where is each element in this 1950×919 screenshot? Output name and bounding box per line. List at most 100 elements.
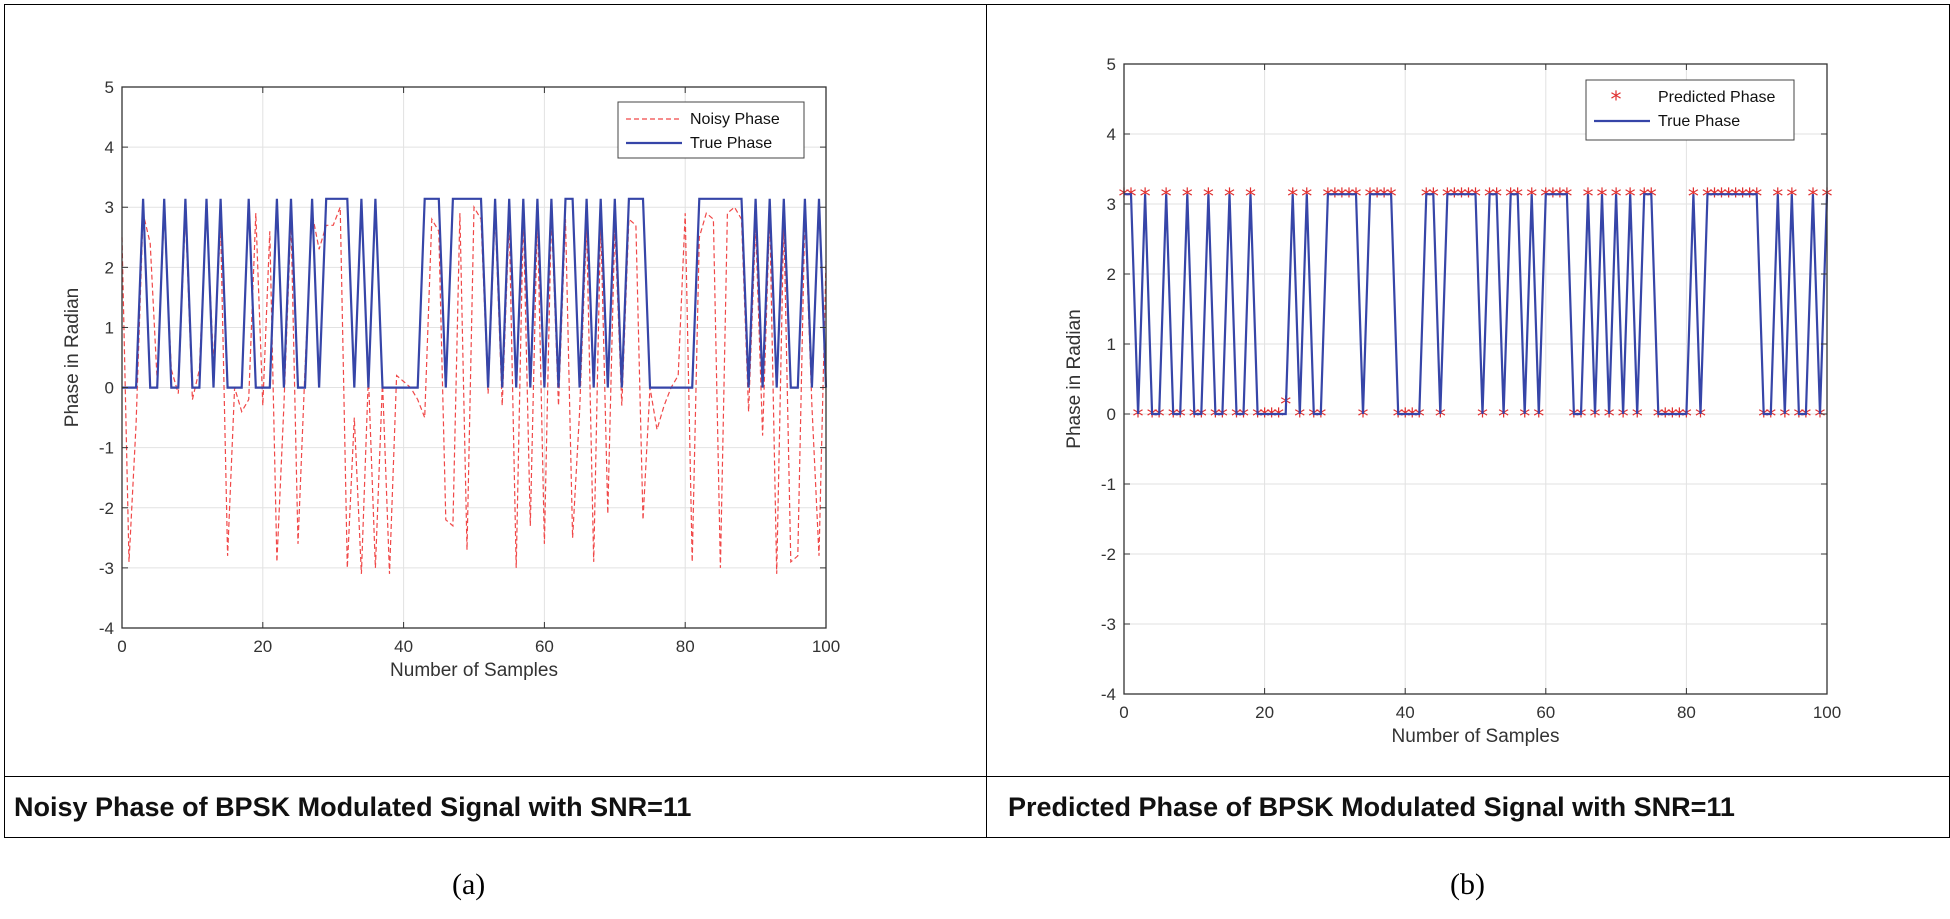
data-point-marker: * xyxy=(1674,405,1685,430)
chart-a: -4 -3 -2 -1 0 1 2 3 4 5 0 20 40 60 80 100 Number of Samp… xyxy=(62,78,840,681)
x-axis-label: Number of Samples xyxy=(1392,726,1560,747)
data-point-marker: * xyxy=(1575,405,1586,430)
legend-entry: True Phase xyxy=(1658,113,1740,130)
data-point-marker: * xyxy=(1709,185,1720,210)
data-point-marker: * xyxy=(1695,405,1706,430)
legend-box xyxy=(1585,79,1795,141)
y-tick-label: -1 xyxy=(1101,475,1116,494)
data-point-marker: * xyxy=(1273,405,1284,430)
axes-box xyxy=(121,86,827,629)
data-point-marker: * xyxy=(1758,405,1769,430)
y-tick-label: -4 xyxy=(1101,685,1116,704)
y-tick-label: 5 xyxy=(105,78,114,97)
y-axis-label: Phase in Radian xyxy=(1064,309,1085,448)
data-point-marker: * xyxy=(1315,405,1326,430)
data-point-marker: * xyxy=(1723,185,1734,210)
x-tick-label: 60 xyxy=(1536,703,1555,722)
data-point-marker: * xyxy=(1252,405,1263,430)
y-tick-label: -3 xyxy=(1101,615,1116,634)
data-point-marker: * xyxy=(1407,405,1418,430)
x-tick-label: 100 xyxy=(812,637,840,656)
data-point-marker: * xyxy=(1393,405,1404,430)
data-point-marker: * xyxy=(1456,185,1467,210)
data-point-marker: * xyxy=(1266,405,1277,430)
x-tick-label: 0 xyxy=(117,637,126,656)
data-point-marker: * xyxy=(1737,185,1748,210)
x-tick-label: 20 xyxy=(253,637,272,656)
x-tick-label: 20 xyxy=(1255,703,1274,722)
data-point-marker: * xyxy=(1463,185,1474,210)
data-point-marker: * xyxy=(1716,185,1727,210)
series-line-true-phase xyxy=(122,197,828,389)
legend-box xyxy=(617,101,805,159)
y-tick-label: 0 xyxy=(105,379,114,398)
x-tick-label: 100 xyxy=(1813,703,1841,722)
y-tick-label: -2 xyxy=(99,499,114,518)
y-tick-label: 3 xyxy=(105,198,114,217)
data-point-marker: * xyxy=(1400,405,1411,430)
y-tick-label: -3 xyxy=(99,559,114,578)
data-point-marker: * xyxy=(1653,405,1664,430)
y-axis-label: Phase in Radian xyxy=(62,288,83,427)
data-point-marker: * xyxy=(1358,405,1369,430)
data-point-marker: * xyxy=(1379,185,1390,210)
data-point-marker: * xyxy=(1449,185,1460,210)
y-tick-label: 1 xyxy=(105,318,114,337)
data-point-marker: * xyxy=(1477,405,1488,430)
data-point-marker: * xyxy=(1590,405,1601,430)
data-point-marker: * xyxy=(1547,185,1558,210)
caption-a: Noisy Phase of BPSK Modulated Signal wit… xyxy=(14,792,692,822)
y-tick-label: 0 xyxy=(1107,405,1116,424)
x-tick-label: 80 xyxy=(676,637,695,656)
legend-entry: Noisy Phase xyxy=(690,111,780,128)
data-point-marker: * xyxy=(1660,405,1671,430)
y-tick-label: 2 xyxy=(1107,265,1116,284)
data-point-marker: * xyxy=(1343,185,1354,210)
data-point-marker: * xyxy=(1779,405,1790,430)
series-line-true-phase xyxy=(1124,193,1829,416)
data-point-marker: * xyxy=(1730,185,1741,210)
data-point-marker: * xyxy=(1372,185,1383,210)
x-tick-label: 40 xyxy=(394,637,413,656)
data-point-marker: * xyxy=(1175,405,1186,430)
data-point-marker: * xyxy=(1618,405,1629,430)
legend-entry: Predicted Phase xyxy=(1658,89,1776,106)
y-tick-label: -4 xyxy=(99,619,114,638)
data-point-marker: * xyxy=(1294,405,1305,430)
data-point-marker: * xyxy=(1210,405,1221,430)
data-point-marker: * xyxy=(1154,405,1165,430)
series-line-noisy-phase xyxy=(121,205,827,574)
legend-marker: * xyxy=(1611,88,1622,113)
chart-b: ****************************************… xyxy=(1064,55,1841,747)
data-point-marker: * xyxy=(1519,405,1530,430)
y-tick-label: -2 xyxy=(1101,545,1116,564)
data-point-marker: * xyxy=(1765,405,1776,430)
caption-divider-horizontal xyxy=(4,776,1950,777)
data-point-marker: * xyxy=(1147,405,1158,430)
plot-area xyxy=(122,87,826,628)
data-point-marker: * xyxy=(1632,405,1643,430)
data-point-marker: * xyxy=(1238,405,1249,430)
data-point-marker: * xyxy=(1814,405,1825,430)
data-point-marker: * xyxy=(1744,185,1755,210)
data-point-marker: * xyxy=(1568,405,1579,430)
data-point-marker: * xyxy=(1667,405,1678,430)
data-point-marker: * xyxy=(1554,185,1565,210)
data-point-marker: * xyxy=(1336,185,1347,210)
x-axis-label: Number of Samples xyxy=(390,660,558,681)
data-point-marker: * xyxy=(1604,405,1615,430)
data-point-marker: * xyxy=(1414,405,1425,430)
data-point-marker: * xyxy=(1168,405,1179,430)
caption-b: Predicted Phase of BPSK Modulated Signal… xyxy=(1008,792,1735,822)
sublabel-a: (a) xyxy=(452,868,486,901)
y-tick-label: 3 xyxy=(1107,195,1116,214)
data-point-marker: * xyxy=(1259,405,1270,430)
y-tick-label: 1 xyxy=(1107,335,1116,354)
y-tick-label: 4 xyxy=(1107,125,1116,144)
x-tick-label: 80 xyxy=(1677,703,1696,722)
x-tick-label: 60 xyxy=(535,637,554,656)
data-point-marker: * xyxy=(1793,405,1804,430)
data-point-marker: * xyxy=(1681,405,1692,430)
data-point-marker: * xyxy=(1133,405,1144,430)
data-point-marker: * xyxy=(1800,405,1811,430)
